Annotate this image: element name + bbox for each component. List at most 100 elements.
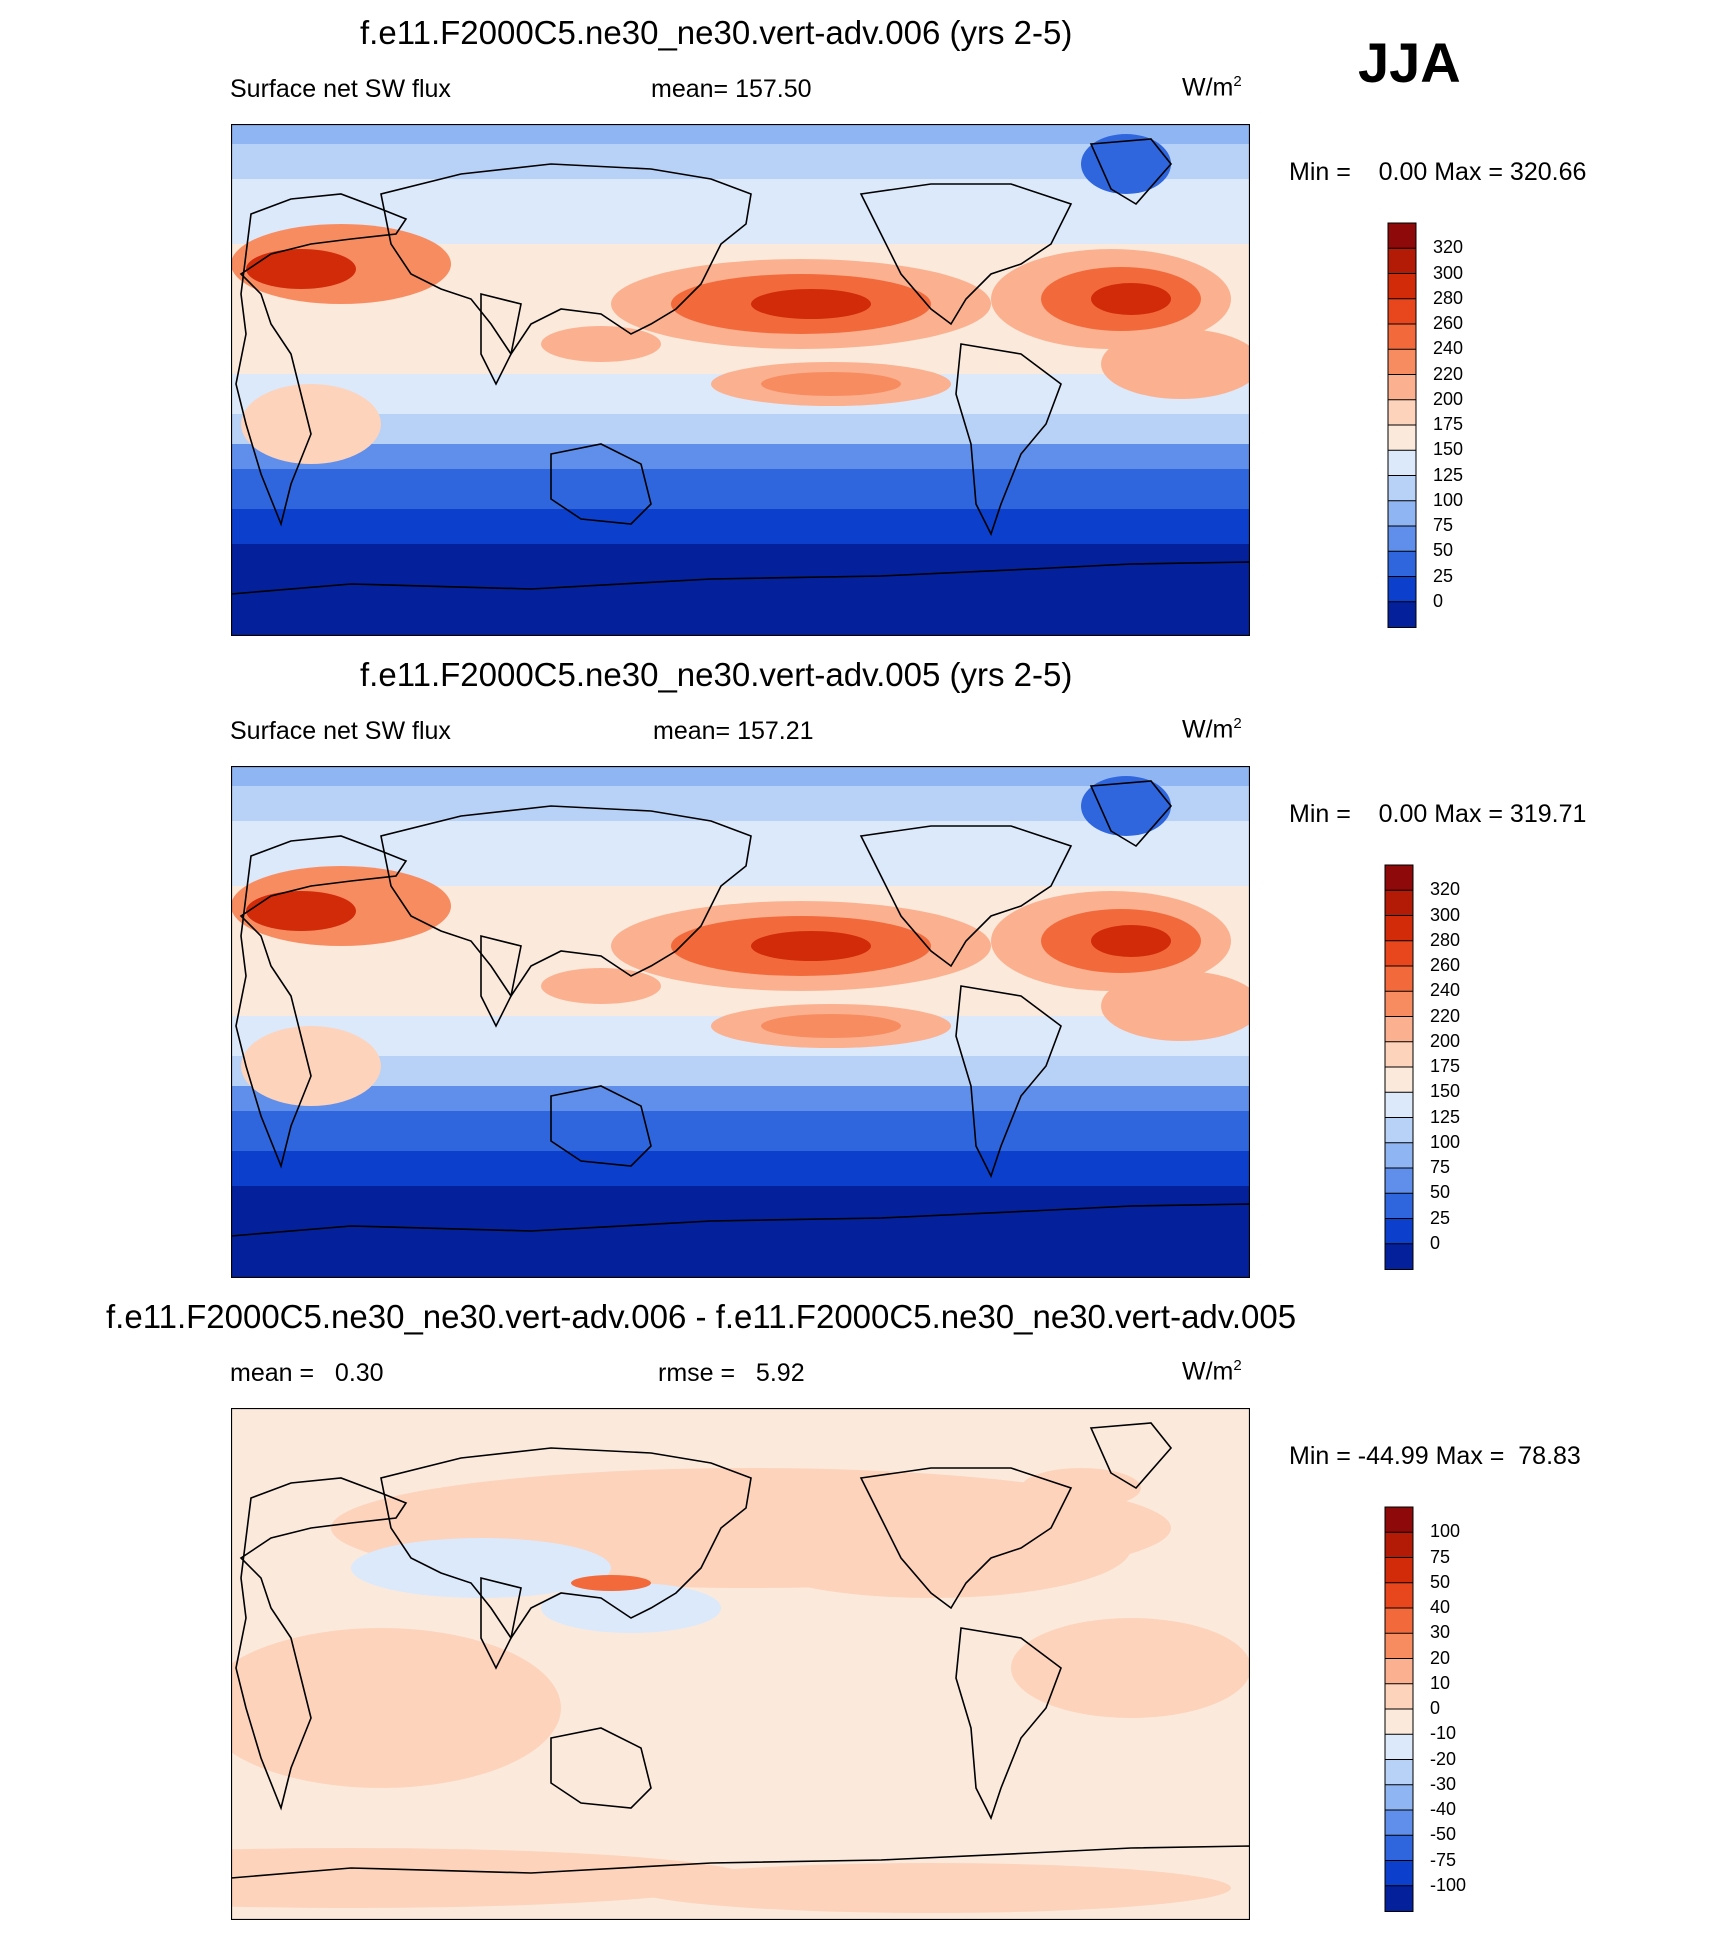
coastline bbox=[859, 183, 1073, 326]
field-feature bbox=[761, 372, 901, 396]
colorbar-tick-label: 40 bbox=[1430, 1597, 1451, 1617]
colorbar-swatch bbox=[1384, 1885, 1414, 1912]
colorbar-swatch bbox=[1384, 1658, 1414, 1685]
coastline bbox=[480, 292, 522, 386]
colorbar-tick-label: -50 bbox=[1430, 1824, 1457, 1845]
field-band bbox=[231, 144, 1250, 179]
coastline bbox=[859, 1467, 1073, 1610]
panel-1-mean-label: mean= 157.50 bbox=[651, 75, 812, 103]
colorbar-tick-label: 280 bbox=[1430, 929, 1461, 950]
field-feature bbox=[1081, 776, 1171, 836]
field-band bbox=[231, 766, 1250, 786]
colorbar-tick-label: 75 bbox=[1430, 1157, 1451, 1177]
colorbar-swatch bbox=[1384, 1117, 1414, 1144]
panel-3-mean-label: mean = 0.30 bbox=[230, 1359, 384, 1387]
panel-3-map bbox=[231, 1408, 1250, 1920]
field-feature bbox=[541, 326, 661, 362]
field-feature bbox=[731, 1498, 1131, 1598]
colorbar-tick-label: 10 bbox=[1430, 1672, 1451, 1693]
colorbar-tick-label: 300 bbox=[1430, 904, 1461, 925]
field-band bbox=[231, 1056, 1250, 1086]
colorbar-swatch bbox=[1387, 475, 1417, 502]
coastline bbox=[955, 343, 1062, 537]
field-layer bbox=[231, 766, 1250, 1278]
colorbar-swatch bbox=[1384, 1167, 1414, 1195]
coastline bbox=[231, 561, 1250, 636]
season-label: JJA bbox=[1358, 31, 1461, 94]
colorbar-tick-label: 25 bbox=[1433, 565, 1454, 586]
colorbar-swatch bbox=[1384, 1243, 1414, 1270]
field-band bbox=[231, 544, 1250, 636]
colorbar-swatch bbox=[1384, 1506, 1414, 1534]
colorbar-swatch bbox=[1384, 1759, 1414, 1786]
coastline bbox=[955, 985, 1062, 1179]
colorbar-tick-label: 50 bbox=[1430, 1182, 1451, 1203]
field-band bbox=[231, 124, 1250, 144]
panel-3-rmse-label: rmse = 5.92 bbox=[658, 1359, 805, 1387]
colorbar-swatch bbox=[1387, 601, 1417, 628]
coastline bbox=[955, 1627, 1062, 1821]
colorbar-tick-label: 125 bbox=[1430, 1106, 1461, 1127]
map-frame bbox=[231, 766, 1250, 1278]
field-band bbox=[231, 1151, 1250, 1186]
field-feature bbox=[631, 1863, 1231, 1913]
coastline bbox=[380, 805, 752, 998]
coastline bbox=[235, 1477, 408, 1811]
colorbar-tick-label: 300 bbox=[1433, 262, 1464, 283]
panel-1-map bbox=[231, 124, 1250, 636]
colorbar-swatch bbox=[1384, 1809, 1414, 1837]
field-feature bbox=[241, 1026, 381, 1106]
colorbar-tick-label: 20 bbox=[1430, 1647, 1451, 1668]
colorbar-swatch bbox=[1384, 1632, 1414, 1660]
colorbar-swatch bbox=[1384, 940, 1414, 967]
field-feature bbox=[1011, 1618, 1250, 1718]
field-feature bbox=[761, 1014, 901, 1038]
colorbar-swatch bbox=[1384, 990, 1414, 1018]
field-feature bbox=[231, 1628, 561, 1788]
field-feature bbox=[231, 1848, 751, 1908]
colorbar-swatch bbox=[1387, 222, 1417, 250]
panel-3-units: W/m2 bbox=[1182, 1357, 1242, 1386]
field-feature bbox=[811, 1473, 971, 1493]
colorbar-swatch bbox=[1384, 1582, 1414, 1609]
coastline bbox=[480, 934, 522, 1028]
panel-1-minmax: Min = 0.00 Max = 320.66 bbox=[1289, 158, 1587, 186]
colorbar-tick-label: 175 bbox=[1430, 1056, 1461, 1076]
panel-3-title: f.e11.F2000C5.ne30_ne30.vert-adv.006 - f… bbox=[106, 1298, 1297, 1335]
panel-1-units: W/m2 bbox=[1182, 73, 1242, 102]
colorbar-tick-label: 75 bbox=[1433, 515, 1454, 535]
field-feature bbox=[246, 891, 356, 931]
colorbar-swatch bbox=[1384, 1708, 1414, 1736]
colorbar-tick-label: -100 bbox=[1430, 1874, 1467, 1895]
colorbar-swatch bbox=[1387, 576, 1417, 603]
coastline bbox=[235, 835, 408, 1169]
colorbar-swatch bbox=[1387, 273, 1417, 300]
panel-1-title: f.e11.F2000C5.ne30_ne30.vert-adv.006 (yr… bbox=[360, 14, 1073, 51]
colorbar-tick-label: 200 bbox=[1433, 388, 1464, 409]
field-feature bbox=[751, 289, 871, 319]
field-feature bbox=[246, 249, 356, 289]
colorbar-swatch bbox=[1387, 550, 1417, 578]
colorbar-tick-label: -75 bbox=[1430, 1849, 1457, 1870]
colorbar-swatch bbox=[1384, 864, 1414, 892]
colorbar-swatch bbox=[1384, 1860, 1414, 1887]
panel-3-minmax: Min = -44.99 Max = 78.83 bbox=[1289, 1442, 1581, 1470]
coastline bbox=[380, 163, 752, 356]
colorbar-swatch bbox=[1387, 323, 1417, 351]
colorbar-swatch bbox=[1384, 1142, 1414, 1169]
field-feature bbox=[1101, 329, 1250, 399]
colorbar-swatch bbox=[1384, 1557, 1414, 1584]
colorbar-swatch bbox=[1387, 399, 1417, 426]
colorbar-swatch bbox=[1384, 1091, 1414, 1119]
colorbar-tick-label: 50 bbox=[1433, 540, 1454, 561]
colorbar-tick-label: 0 bbox=[1433, 590, 1444, 611]
coastline bbox=[231, 1845, 1250, 1920]
field-band bbox=[231, 444, 1250, 469]
colorbar-tick-label: 320 bbox=[1433, 237, 1464, 258]
coastline bbox=[235, 193, 408, 527]
field-feature bbox=[351, 1538, 611, 1598]
colorbar-swatch bbox=[1387, 348, 1417, 376]
colorbar-tick-label: 240 bbox=[1430, 980, 1461, 1001]
colorbar-swatch bbox=[1384, 915, 1414, 942]
colorbar-tick-label: -20 bbox=[1430, 1748, 1457, 1769]
